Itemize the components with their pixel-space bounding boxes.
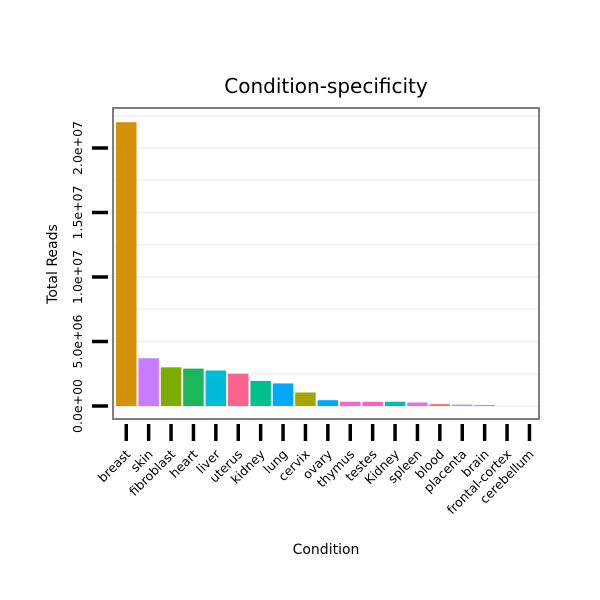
gridlines: [114, 114, 538, 407]
bar-uterus: [228, 373, 249, 406]
bar-testes: [362, 401, 383, 406]
y-tick-label: 0.0e+00: [70, 379, 85, 433]
bars: [116, 122, 495, 406]
plot-panel-border: [112, 107, 540, 420]
bar-blood: [429, 404, 451, 406]
y-tick-label: 2.0e+07: [70, 121, 85, 175]
bar-placenta: [452, 404, 473, 406]
bar-cervix: [295, 392, 316, 406]
bar-brain: [474, 405, 495, 406]
y-axis: 0.0e+00 5.0e+06 1.0e+07 1.5e+07 2.0e+07: [70, 121, 108, 433]
y-axis-label: Total Reads: [45, 224, 61, 305]
bar-fibroblast: [160, 367, 182, 406]
x-axis: breastskinfibroblastheartliveruteruskidn…: [95, 424, 537, 517]
bar-lung: [272, 383, 294, 406]
bar-breast: [116, 122, 137, 406]
bar-kidney: [250, 380, 271, 406]
bar-skin: [138, 358, 159, 406]
y-tick-label: 1.0e+07: [70, 250, 85, 304]
bar-ovary: [317, 400, 339, 406]
bar-spleen: [407, 402, 428, 406]
bar-heart: [183, 368, 204, 406]
y-tick-label: 1.5e+07: [70, 186, 85, 240]
bar-liver: [205, 370, 227, 406]
bar-kidney: [384, 401, 406, 406]
chart-title: Condition-specificity: [224, 74, 428, 98]
y-tick-label: 5.0e+06: [70, 314, 85, 368]
bar-thymus: [340, 401, 361, 406]
x-axis-label: Condition: [293, 542, 360, 558]
